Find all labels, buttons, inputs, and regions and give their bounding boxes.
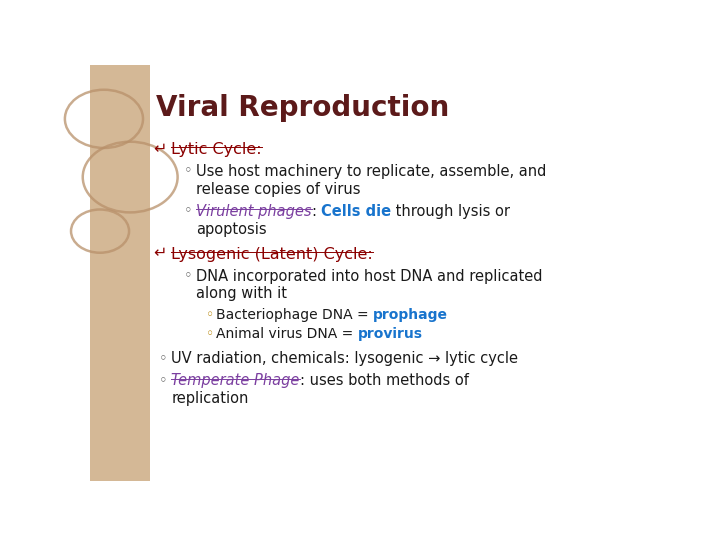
Text: ◦: ◦	[206, 327, 214, 341]
Text: along with it: along with it	[196, 286, 287, 301]
Text: Use host machinery to replicate, assemble, and: Use host machinery to replicate, assembl…	[196, 164, 546, 179]
Text: Viral Reproduction: Viral Reproduction	[156, 94, 449, 122]
Text: prophage: prophage	[373, 308, 448, 322]
Text: Temperate Phage: Temperate Phage	[171, 373, 300, 388]
Text: Virulent phages: Virulent phages	[196, 204, 312, 219]
Text: :: :	[312, 204, 321, 219]
Text: provirus: provirus	[358, 327, 423, 341]
Text: Lytic Cycle:: Lytic Cycle:	[171, 141, 262, 157]
Text: ◦: ◦	[206, 308, 214, 322]
Text: ◦: ◦	[184, 204, 192, 219]
Text: Lysogenic (Latent) Cycle:: Lysogenic (Latent) Cycle:	[171, 246, 373, 261]
Text: release copies of virus: release copies of virus	[196, 181, 361, 197]
Text: through lysis or: through lysis or	[391, 204, 510, 219]
Text: Cells die: Cells die	[321, 204, 391, 219]
Text: UV radiation, chemicals: lysogenic → lytic cycle: UV radiation, chemicals: lysogenic → lyt…	[171, 352, 518, 366]
Text: apoptosis: apoptosis	[196, 221, 266, 237]
Text: replication: replication	[171, 391, 249, 406]
Text: ↵: ↵	[153, 141, 166, 157]
Text: ◦: ◦	[184, 268, 192, 284]
Text: ◦: ◦	[158, 373, 167, 388]
Text: Bacteriophage DNA =: Bacteriophage DNA =	[216, 308, 373, 322]
FancyBboxPatch shape	[90, 65, 150, 481]
Text: ◦: ◦	[184, 164, 192, 179]
Text: Animal virus DNA =: Animal virus DNA =	[216, 327, 358, 341]
Text: : uses both methods of: : uses both methods of	[300, 373, 469, 388]
Text: ↵: ↵	[153, 246, 166, 261]
Text: DNA incorporated into host DNA and replicated: DNA incorporated into host DNA and repli…	[196, 268, 543, 284]
Text: ◦: ◦	[158, 352, 167, 366]
